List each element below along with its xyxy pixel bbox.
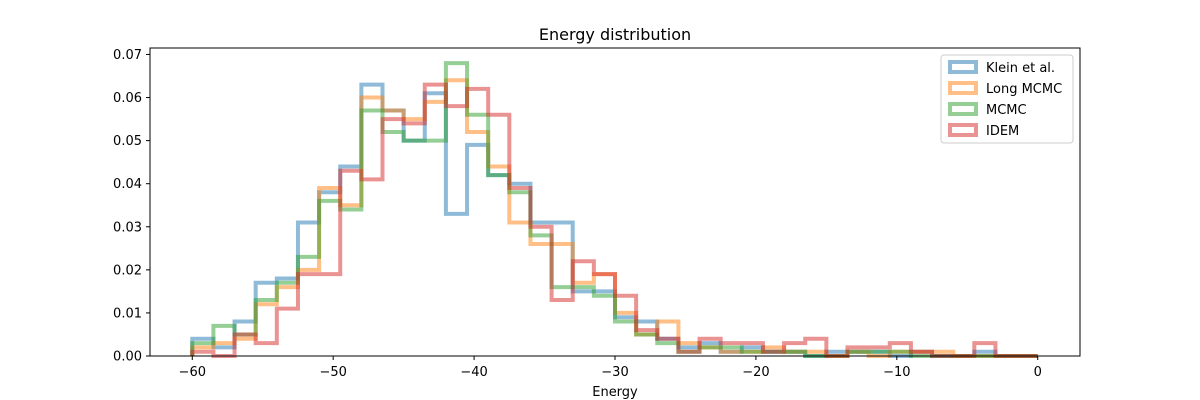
- x-axis-label: Energy: [592, 385, 638, 400]
- y-tick-label: 0.03: [113, 220, 142, 235]
- x-tick-label: 0: [1034, 365, 1042, 380]
- x-tick-label: −10: [883, 365, 910, 380]
- legend-label: IDEM: [986, 124, 1019, 139]
- y-axis: 0.00 0.01 0.02 0.03 0.04 0.05 0.06 0.07: [113, 48, 150, 365]
- y-tick-label: 0.01: [113, 306, 142, 321]
- x-tick-label: −20: [742, 365, 769, 380]
- legend-swatch: [948, 123, 978, 137]
- x-tick-label: −60: [179, 365, 206, 380]
- x-tick-label: −30: [601, 365, 628, 380]
- legend-label: MCMC: [986, 103, 1027, 118]
- y-tick-label: 0.04: [113, 177, 142, 192]
- legend: Klein et al. Long MCMC MCMC IDEM: [940, 54, 1074, 144]
- legend-box: [940, 54, 1074, 144]
- x-tick-label: −40: [460, 365, 487, 380]
- y-tick-label: 0.05: [113, 134, 142, 149]
- histogram-series-mcmc: [190, 61, 1038, 358]
- y-tick-label: 0.06: [113, 91, 142, 106]
- legend-swatch: [948, 102, 978, 116]
- legend-label: Klein et al.: [986, 61, 1055, 76]
- plot-area: [190, 61, 1038, 358]
- y-tick-label: 0.02: [113, 263, 142, 278]
- legend-label: Long MCMC: [986, 82, 1062, 97]
- y-tick-label: 0.00: [113, 350, 142, 365]
- y-tick-label: 0.07: [113, 48, 142, 63]
- histogram-series-idem: [190, 82, 1038, 358]
- x-tick-label: −50: [319, 365, 346, 380]
- legend-swatch: [948, 81, 978, 95]
- chart-title: Energy distribution: [539, 25, 691, 44]
- legend-swatch: [948, 60, 978, 74]
- x-axis: −60 −50 −40 −30 −20 −10 0: [179, 356, 1042, 380]
